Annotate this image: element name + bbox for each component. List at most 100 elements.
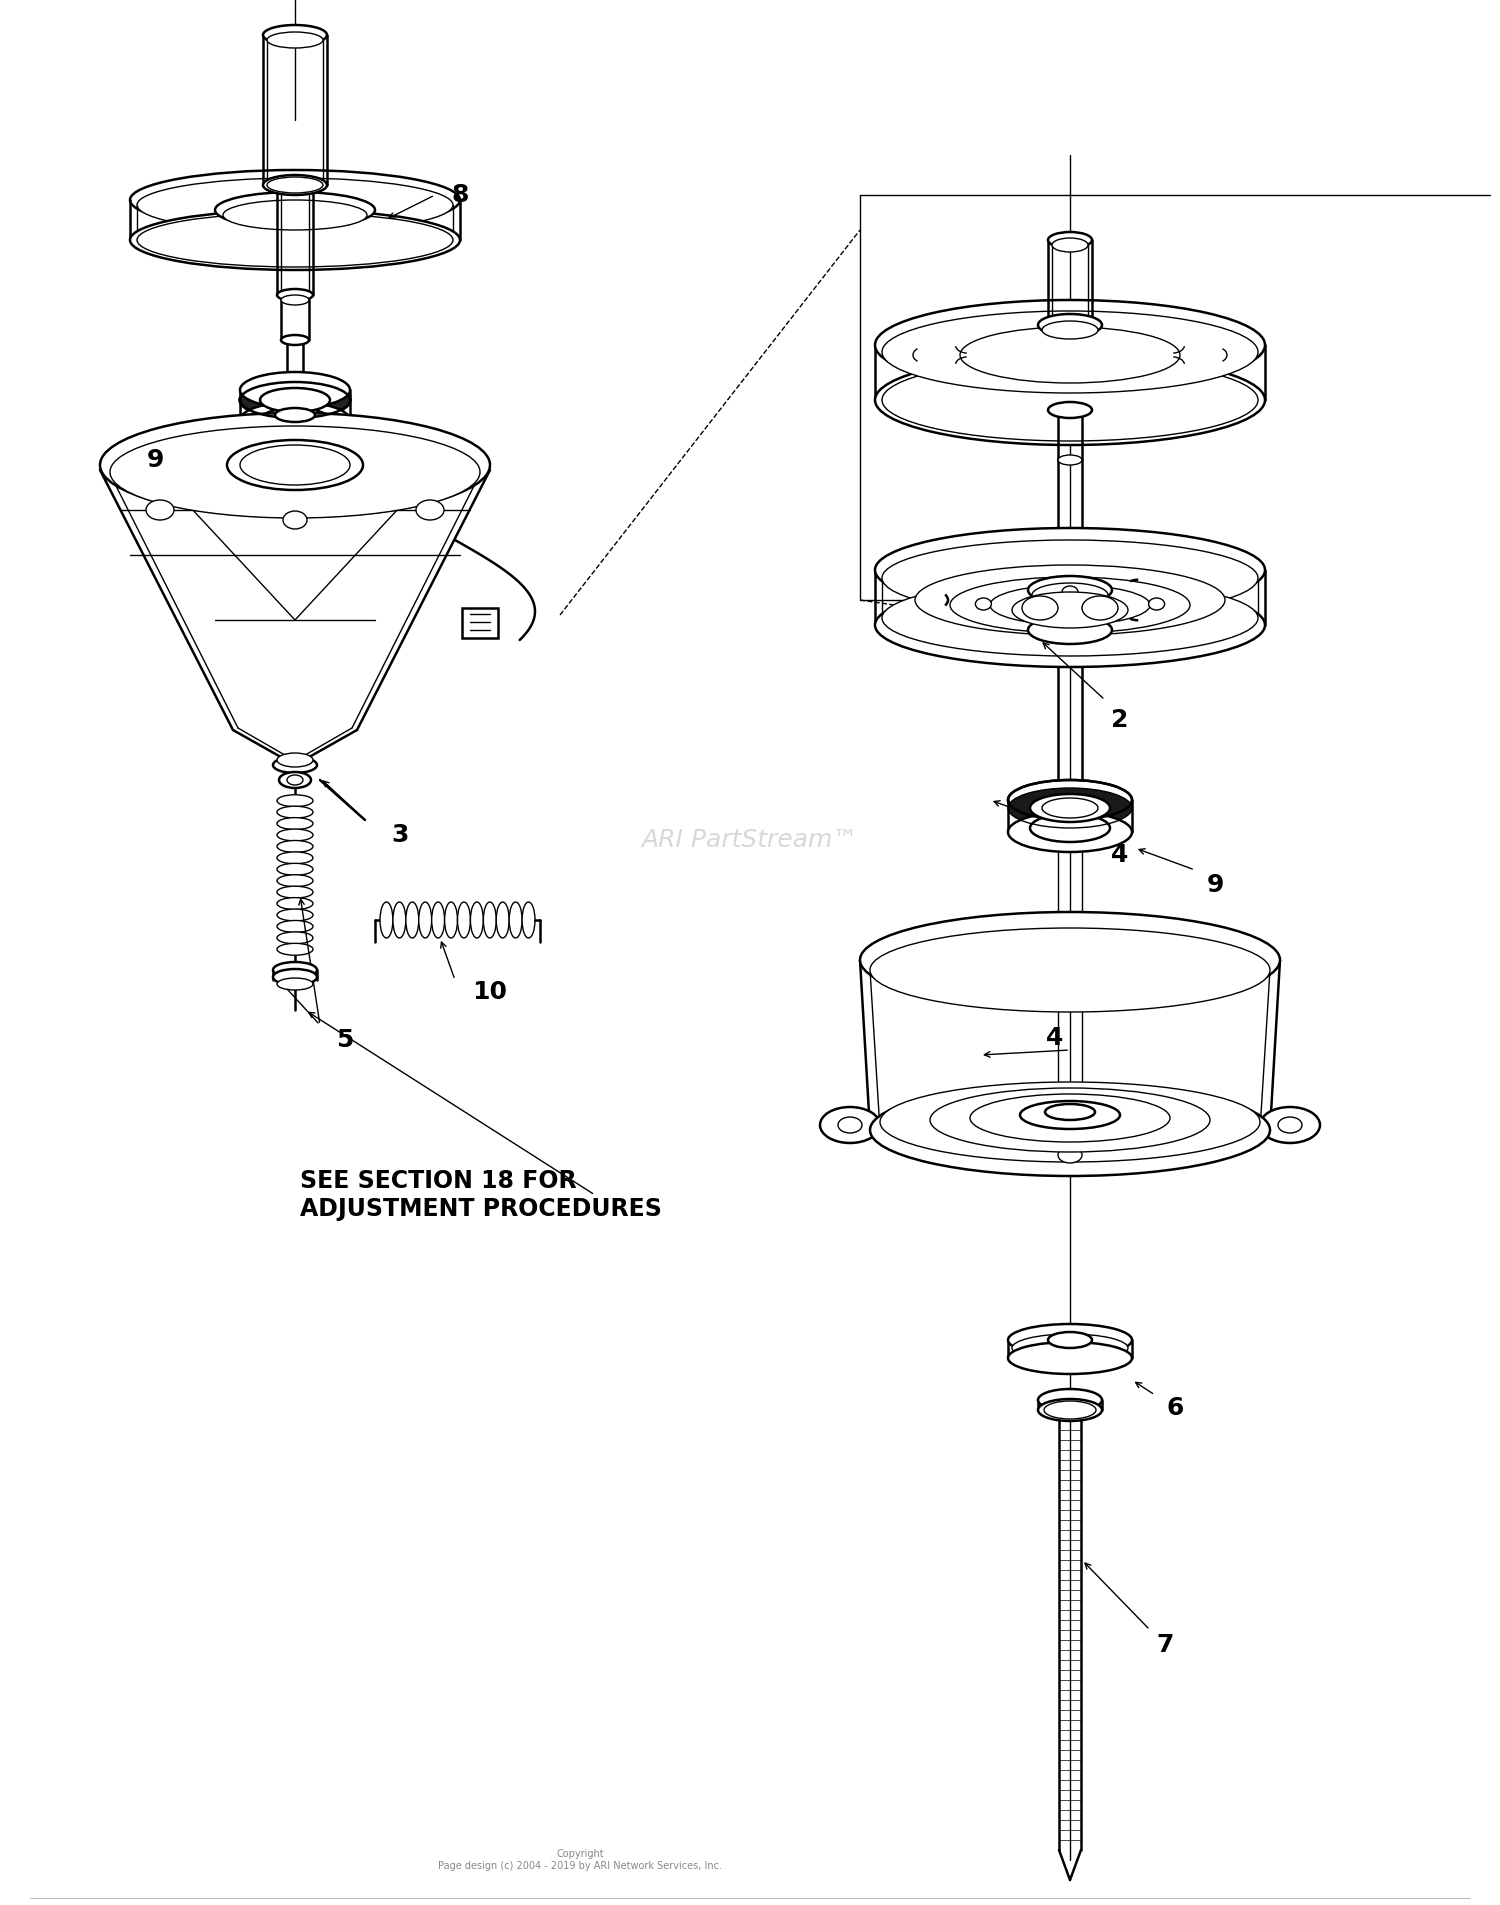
- Ellipse shape: [950, 577, 1190, 632]
- Text: 7: 7: [1156, 1633, 1173, 1657]
- Ellipse shape: [509, 901, 522, 937]
- Text: Copyright
Page design (c) 2004 - 2019 by ARI Network Services, Inc.: Copyright Page design (c) 2004 - 2019 by…: [438, 1850, 722, 1871]
- Ellipse shape: [1013, 1334, 1128, 1362]
- Text: ARI PartStream™: ARI PartStream™: [642, 829, 858, 852]
- Ellipse shape: [278, 943, 314, 954]
- Ellipse shape: [471, 901, 483, 937]
- Ellipse shape: [273, 756, 316, 773]
- Ellipse shape: [267, 177, 322, 192]
- Ellipse shape: [110, 427, 480, 518]
- Ellipse shape: [496, 901, 508, 937]
- Ellipse shape: [240, 446, 350, 486]
- Ellipse shape: [273, 962, 316, 977]
- Ellipse shape: [960, 328, 1180, 383]
- Ellipse shape: [419, 901, 432, 937]
- Ellipse shape: [406, 901, 418, 937]
- Ellipse shape: [136, 177, 453, 232]
- Ellipse shape: [882, 358, 1258, 440]
- Ellipse shape: [260, 389, 330, 411]
- Ellipse shape: [458, 901, 471, 937]
- Ellipse shape: [1058, 1147, 1082, 1162]
- Ellipse shape: [1008, 779, 1132, 819]
- Ellipse shape: [240, 383, 350, 417]
- Ellipse shape: [874, 528, 1264, 612]
- Ellipse shape: [278, 920, 314, 932]
- Ellipse shape: [1058, 455, 1082, 465]
- Ellipse shape: [1040, 1139, 1100, 1172]
- Ellipse shape: [821, 1107, 880, 1143]
- Ellipse shape: [262, 175, 327, 194]
- Ellipse shape: [279, 772, 310, 789]
- Ellipse shape: [262, 25, 327, 46]
- Ellipse shape: [1038, 314, 1102, 335]
- Ellipse shape: [224, 200, 368, 231]
- Text: 4: 4: [1047, 1027, 1064, 1050]
- Ellipse shape: [284, 511, 308, 530]
- Ellipse shape: [136, 213, 453, 267]
- Ellipse shape: [915, 566, 1226, 634]
- Text: 3: 3: [392, 823, 408, 848]
- Ellipse shape: [1052, 238, 1088, 251]
- Ellipse shape: [1008, 812, 1132, 852]
- Ellipse shape: [1028, 575, 1112, 604]
- Ellipse shape: [278, 886, 314, 897]
- Ellipse shape: [859, 912, 1280, 1008]
- Ellipse shape: [240, 371, 350, 408]
- Ellipse shape: [278, 863, 314, 874]
- Ellipse shape: [1149, 598, 1164, 610]
- Ellipse shape: [1038, 1389, 1102, 1412]
- Ellipse shape: [1022, 596, 1058, 619]
- Ellipse shape: [483, 901, 496, 937]
- Text: 5: 5: [336, 1029, 354, 1052]
- Ellipse shape: [278, 932, 314, 943]
- Ellipse shape: [278, 897, 314, 909]
- Ellipse shape: [286, 775, 303, 785]
- Ellipse shape: [432, 901, 444, 937]
- Ellipse shape: [416, 499, 444, 520]
- Ellipse shape: [1008, 789, 1132, 829]
- Ellipse shape: [278, 909, 314, 920]
- Ellipse shape: [278, 874, 314, 886]
- Text: 4: 4: [1112, 844, 1128, 867]
- Ellipse shape: [278, 840, 314, 852]
- Ellipse shape: [1044, 1400, 1096, 1419]
- Ellipse shape: [839, 1116, 862, 1133]
- Ellipse shape: [1046, 1105, 1095, 1120]
- Polygon shape: [462, 608, 498, 638]
- Ellipse shape: [882, 539, 1258, 615]
- Ellipse shape: [882, 311, 1258, 392]
- Ellipse shape: [874, 354, 1264, 446]
- Ellipse shape: [278, 829, 314, 840]
- Text: 9: 9: [1206, 872, 1224, 897]
- Ellipse shape: [1020, 1101, 1120, 1130]
- Ellipse shape: [1048, 232, 1092, 248]
- Ellipse shape: [1030, 794, 1110, 821]
- Ellipse shape: [930, 1088, 1210, 1153]
- Ellipse shape: [1042, 322, 1098, 339]
- Ellipse shape: [280, 295, 309, 305]
- Ellipse shape: [870, 1084, 1270, 1175]
- Ellipse shape: [130, 170, 460, 231]
- Ellipse shape: [1260, 1107, 1320, 1143]
- Ellipse shape: [278, 290, 314, 301]
- Ellipse shape: [1030, 813, 1110, 842]
- Ellipse shape: [975, 598, 992, 610]
- Text: 2: 2: [1112, 709, 1128, 732]
- Ellipse shape: [280, 335, 309, 345]
- Ellipse shape: [1013, 592, 1128, 629]
- Ellipse shape: [1030, 794, 1110, 821]
- Ellipse shape: [1032, 583, 1108, 608]
- Ellipse shape: [260, 408, 330, 432]
- Ellipse shape: [278, 977, 314, 991]
- Ellipse shape: [1008, 1341, 1132, 1374]
- Ellipse shape: [882, 579, 1258, 655]
- Ellipse shape: [267, 32, 322, 48]
- Ellipse shape: [1038, 1398, 1102, 1421]
- Ellipse shape: [1278, 1116, 1302, 1133]
- Ellipse shape: [1042, 798, 1098, 817]
- Ellipse shape: [240, 402, 350, 438]
- Ellipse shape: [260, 389, 330, 411]
- Text: 10: 10: [472, 979, 507, 1004]
- Ellipse shape: [278, 817, 314, 829]
- Text: SEE SECTION 18 FOR
ADJUSTMENT PROCEDURES: SEE SECTION 18 FOR ADJUSTMENT PROCEDURES: [300, 1170, 662, 1221]
